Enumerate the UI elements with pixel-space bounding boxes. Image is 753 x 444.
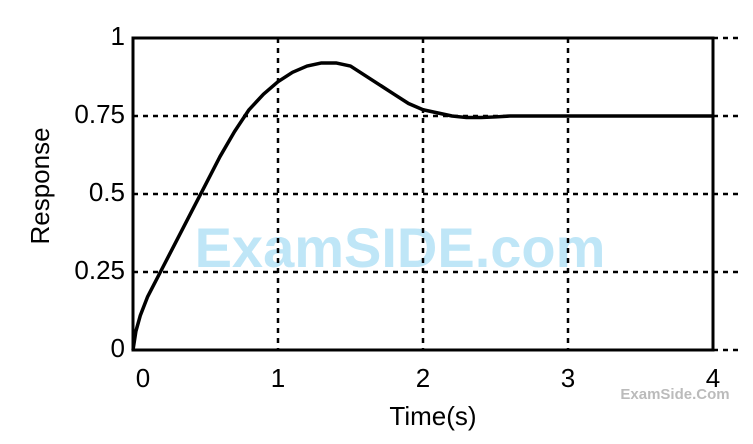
y-tick-label: 0.5: [89, 177, 125, 207]
plot-frame: [131, 36, 715, 352]
line: [131, 61, 713, 351]
watermark: ExamSide.Com: [620, 386, 729, 403]
x-tick-label: 1: [271, 363, 285, 393]
x-tick-label: 0: [136, 363, 150, 393]
y-tick-label: 0.25: [74, 255, 125, 285]
x-tick-label: 2: [416, 363, 430, 393]
x-tick-label: 4: [706, 363, 720, 393]
y-tick-label: 0: [111, 333, 125, 363]
y-tick-label: 0.75: [74, 99, 125, 129]
watermark: ExamSIDE.com: [195, 216, 606, 279]
x-tick-label: 3: [561, 363, 575, 393]
x-axis-label: Time(s): [389, 401, 476, 431]
y-axis-label: Response: [25, 127, 55, 244]
y-tick-label: 1: [111, 21, 125, 51]
